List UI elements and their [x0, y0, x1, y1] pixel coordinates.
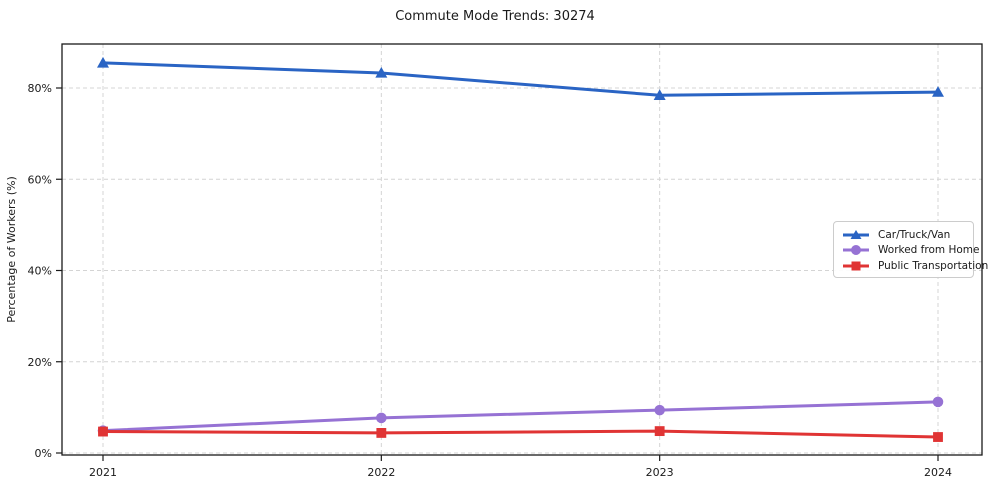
legend-marker-circle-icon — [851, 245, 861, 255]
data-point-marker-triangle — [653, 89, 666, 100]
y-tick-label: 80% — [28, 82, 52, 95]
legend-swatch-line-triangle-icon — [843, 229, 869, 239]
x-tick-label: 2023 — [646, 466, 674, 479]
x-tick-label: 2024 — [924, 466, 952, 479]
legend: Car/Truck/Van Worked from Home Public Tr… — [833, 221, 988, 278]
legend-label: Car/Truck/Van — [878, 228, 951, 241]
x-tick-label: 2022 — [367, 466, 395, 479]
legend-item-car-truck-van: Car/Truck/Van — [841, 227, 965, 242]
data-point-marker-circle — [376, 412, 387, 424]
series-line-car-truck-van — [101, 61, 940, 97]
data-point-marker-circle — [932, 396, 944, 408]
y-tick-label: 0% — [35, 447, 52, 460]
data-point-marker-square — [98, 426, 108, 437]
legend-item-public-transportation: Public Transportation — [841, 258, 988, 273]
legend-item-worked-from-home: Worked from Home — [841, 243, 979, 258]
y-tick-label: 20% — [28, 356, 52, 369]
data-point-marker-triangle — [932, 86, 944, 97]
data-point-marker-triangle — [97, 56, 109, 68]
data-point-marker-square — [654, 426, 665, 437]
data-point-marker-circle — [654, 404, 665, 416]
y-axis-label: Percentage of Workers (%) — [5, 176, 18, 323]
legend-label: Public Transportation — [878, 259, 989, 272]
chart-title: Commute Mode Trends: 30274 — [395, 9, 595, 24]
legend-swatch-line-square-icon — [843, 261, 869, 270]
data-point-marker-triangle — [375, 66, 388, 78]
legend-marker-square-icon — [851, 261, 861, 270]
series-line-public-transportation — [101, 429, 940, 439]
plot-border — [61, 43, 983, 456]
data-point-marker-square — [933, 432, 943, 442]
y-tick-label: 40% — [28, 265, 52, 278]
y-tick-label: 60% — [28, 173, 52, 186]
data-point-marker-square — [376, 428, 387, 438]
legend-label: Worked from Home — [878, 244, 980, 256]
series-line-worked-from-home — [101, 400, 940, 433]
legend-marker-triangle-icon — [850, 229, 862, 239]
legend-swatch-line-circle-icon — [843, 245, 869, 255]
x-tick-label: 2021 — [89, 466, 117, 479]
